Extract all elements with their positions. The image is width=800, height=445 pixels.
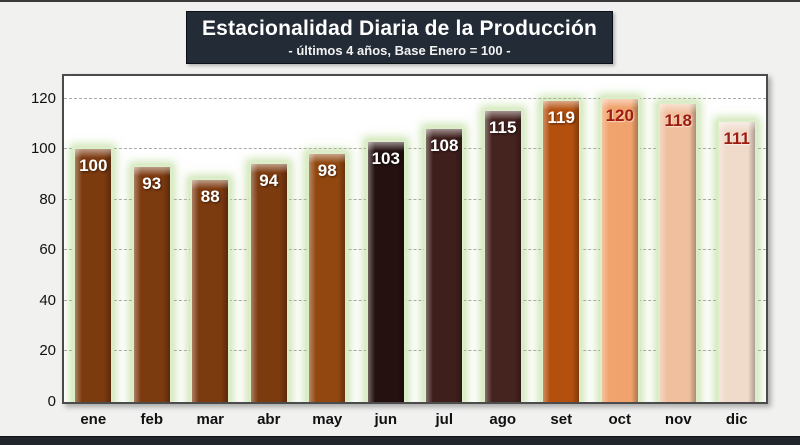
bar-value-label: 98 [317, 161, 337, 181]
bar-value-label: 119 [547, 108, 575, 128]
bar-abr: 94 [250, 164, 287, 402]
x-axis-label-mar: mar [196, 411, 225, 428]
bar-jul: 108 [426, 129, 463, 402]
bar-jun: 103 [367, 141, 404, 402]
x-axis-label-jun: jun [374, 411, 398, 428]
y-axis-tick-label: 0 [47, 393, 56, 410]
chart-subtitle: - últimos 4 años, Base Enero = 100 - [288, 42, 511, 58]
x-axis-label-feb: feb [140, 411, 164, 428]
y-axis-tick-label: 100 [30, 140, 56, 158]
y-axis: 0 20 40 60 80 100 120 [4, 74, 56, 410]
bar-value-label: 108 [430, 136, 459, 156]
bar-value-label: 111 [723, 128, 751, 148]
y-axis-tick-label: 60 [39, 241, 56, 259]
gridline-80 [64, 198, 766, 200]
x-axis-label-oct: oct [608, 411, 632, 428]
gridline-40 [64, 299, 766, 301]
bar-value-label: 120 [605, 105, 634, 125]
bar-ene: 100 [75, 149, 112, 402]
x-axis-label-ene: ene [80, 411, 107, 428]
chart-title: Estacionalidad Diaria de la Producción [201, 16, 598, 40]
x-axis-label-nov: nov [664, 411, 692, 428]
x-axis-label-set: set [550, 411, 573, 428]
y-axis-tick-label: 80 [39, 190, 56, 208]
bar-value-label: 93 [142, 173, 162, 193]
chart-title-box: Estacionalidad Diaria de la Producción -… [186, 11, 613, 64]
bar-value-label: 103 [371, 148, 400, 168]
x-axis-label-ago: ago [489, 411, 517, 428]
bar-nov: 118 [660, 103, 697, 402]
bar-value-label: 100 [79, 156, 108, 176]
bar-feb: 93 [133, 166, 170, 402]
x-axis-label-jul: jul [435, 411, 454, 428]
gridline-100 [64, 148, 766, 150]
bar-mar: 88 [192, 179, 229, 402]
y-axis-tick-label: 120 [30, 89, 56, 107]
x-axis-label-abr: abr [257, 411, 281, 428]
y-axis-tick-label: 40 [39, 291, 56, 309]
bar-oct: 120 [601, 98, 638, 402]
bar-value-label: 115 [489, 118, 517, 138]
gridline-20 [64, 350, 766, 352]
bar-value-label: 94 [259, 171, 279, 191]
y-axis-tick-label: 20 [39, 342, 56, 360]
bar-dic: 111 [718, 121, 755, 402]
bar-ago: 115 [484, 111, 521, 402]
bar-value-label: 118 [664, 110, 692, 130]
bar-value-label: 88 [200, 186, 220, 206]
gridline-120 [64, 97, 766, 99]
plot-area: 100 93 88 94 98 103 108 115 119 120 118 111 [62, 74, 768, 404]
x-axis-label-dic: dic [725, 411, 748, 428]
gridline-60 [64, 249, 766, 251]
x-axis-label-may: may [312, 411, 343, 428]
bottom-border-strip [0, 436, 800, 445]
bar-may: 98 [309, 154, 346, 402]
bar-set: 119 [543, 101, 580, 402]
x-axis: ene feb mar abr may jun jul ago set oct nov dic [0, 411, 800, 435]
